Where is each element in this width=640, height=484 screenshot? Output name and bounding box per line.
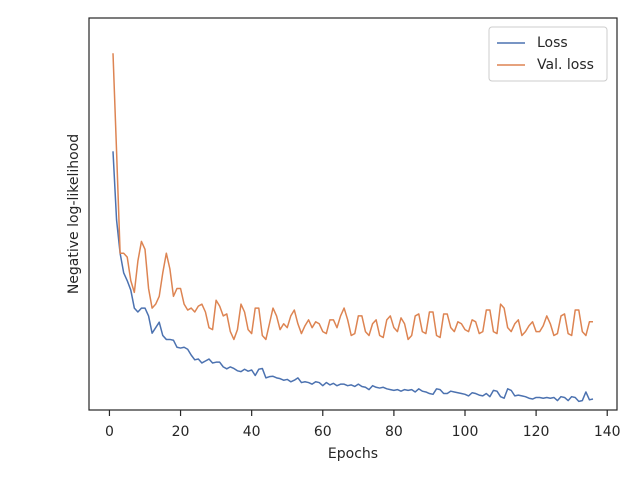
x-tick-label: 140	[594, 424, 621, 440]
x-axis-label: Epochs	[328, 446, 378, 462]
legend-box	[488, 26, 608, 82]
line-series	[112, 151, 594, 403]
legend-label: Loss	[537, 35, 568, 51]
x-tick-label: 120	[523, 424, 550, 440]
x-tick-label: 80	[385, 424, 403, 440]
x-tick-label: 100	[452, 424, 479, 440]
legend-label: Val. loss	[537, 57, 594, 73]
x-tick-label: 60	[314, 424, 332, 440]
x-tick-label: 20	[172, 424, 190, 440]
plot-frame	[88, 17, 618, 411]
line-series	[112, 53, 593, 341]
x-tick-label: 0	[105, 424, 114, 440]
x-tick-label: 40	[243, 424, 261, 440]
y-axis-label: Negative log-likelihood	[66, 134, 82, 294]
